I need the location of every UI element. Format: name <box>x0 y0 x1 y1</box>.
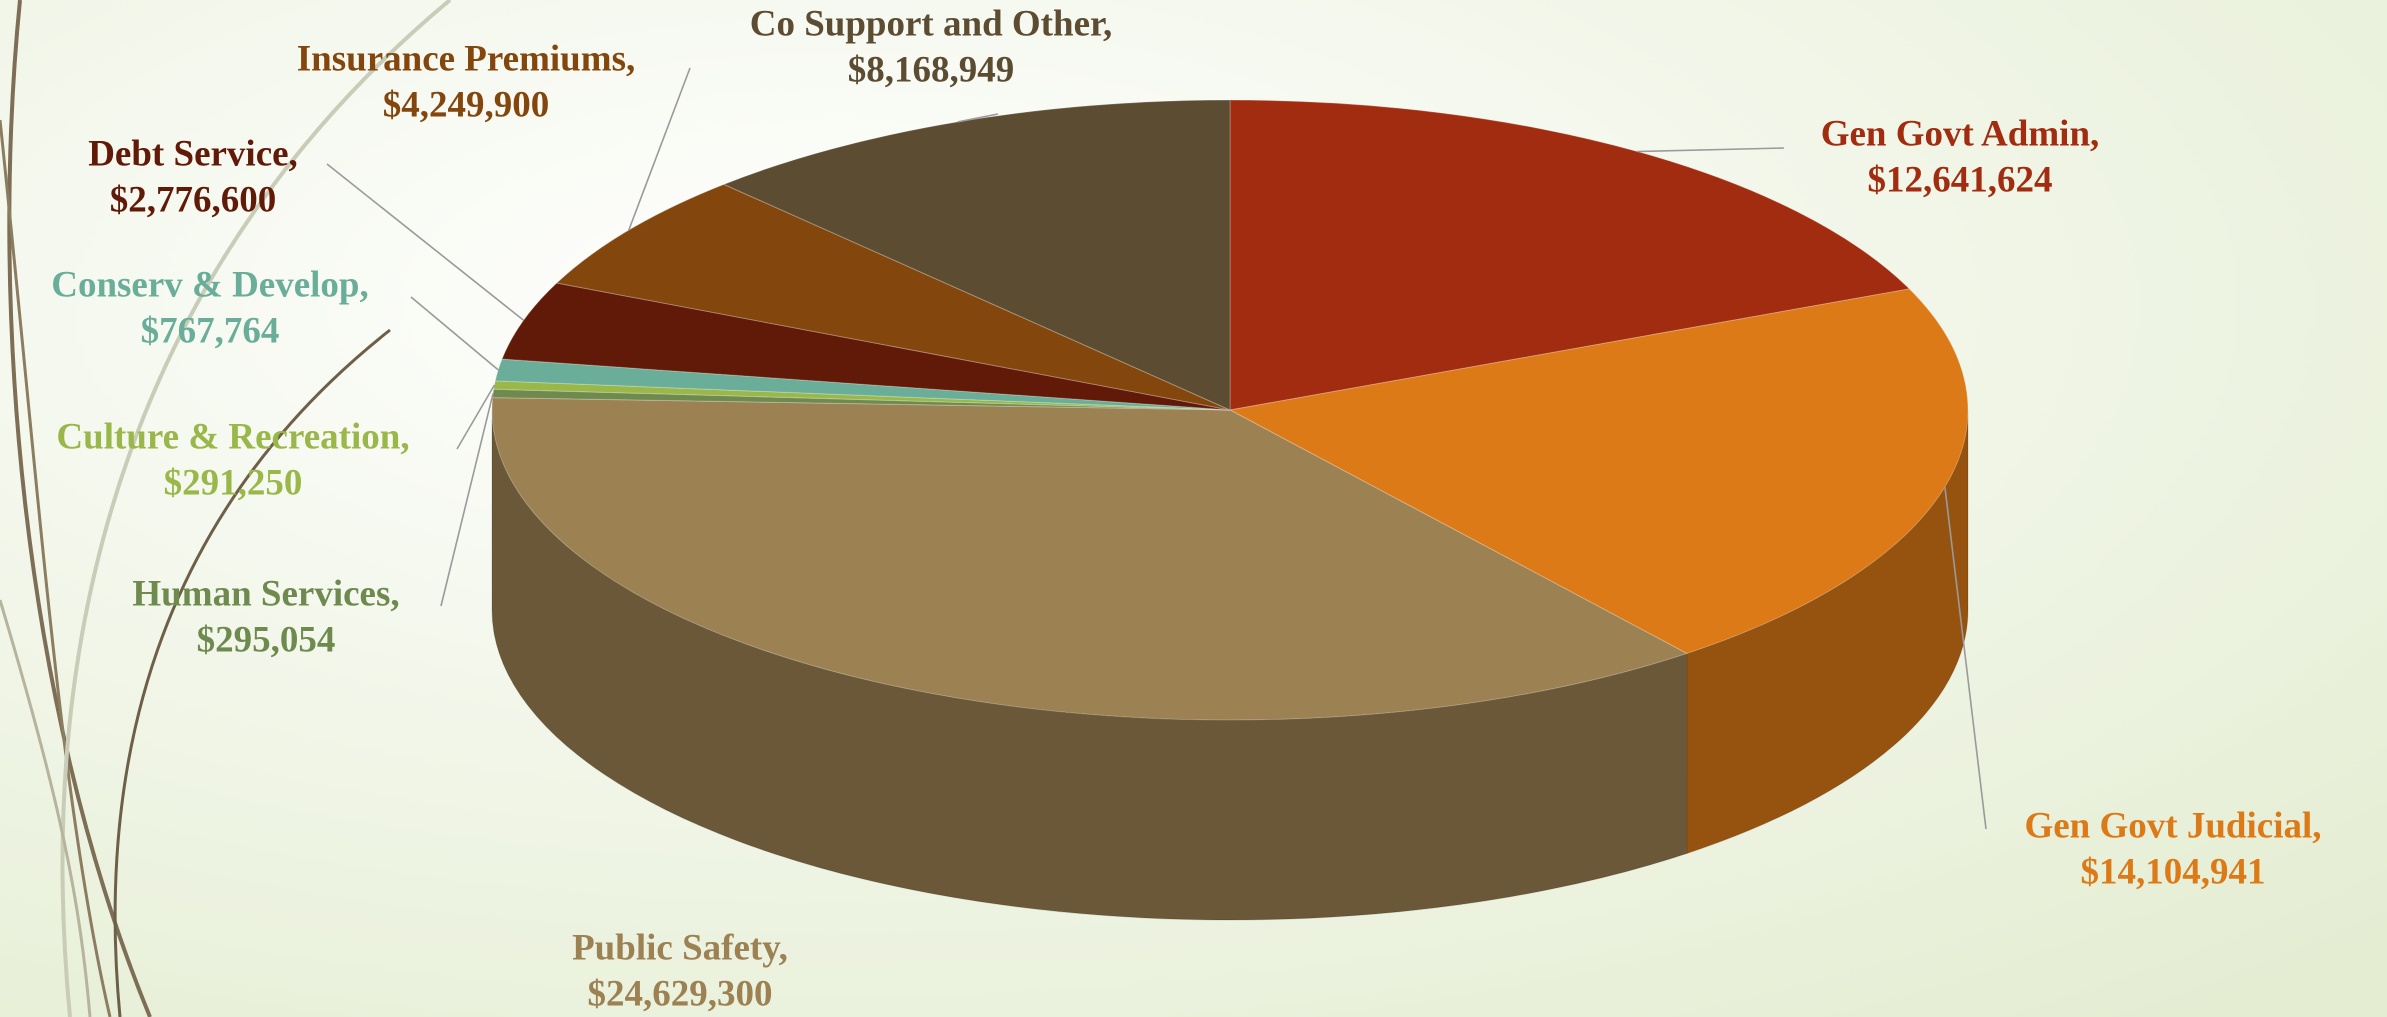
slice-label: Debt Service, <box>88 133 298 174</box>
leader-line <box>957 113 999 123</box>
slice-value-label: $14,104,941 <box>2081 851 2266 892</box>
slice-value-label: $2,776,600 <box>110 179 277 220</box>
decor-curves <box>0 0 452 1017</box>
leader-line <box>628 67 691 231</box>
slice-value-label: $291,250 <box>164 462 303 503</box>
slice-label: Gen Govt Admin, <box>1821 113 2100 154</box>
slice-label: Human Services, <box>132 573 399 614</box>
slice-label: Conserv & Develop, <box>51 264 369 305</box>
slice <box>491 397 1689 721</box>
leader-line <box>410 296 499 371</box>
leader-line <box>1637 147 1785 153</box>
slice <box>501 282 1231 411</box>
leader-line <box>440 393 494 607</box>
slice-value-label: $8,168,949 <box>848 49 1015 90</box>
slice-label: Public Safety, <box>572 927 788 968</box>
slice <box>1229 99 1911 411</box>
slice-label: Culture & Recreation, <box>56 416 409 457</box>
leader-line <box>456 384 496 450</box>
slice-label: Gen Govt Judicial, <box>2024 805 2321 846</box>
slice-value-label: $24,629,300 <box>588 973 773 1014</box>
labels: Gen Govt Admin, $12,641,624 Gen Govt Judic… <box>51 3 2321 1014</box>
leader-line <box>326 163 525 321</box>
slice-value-label: $767,764 <box>141 310 280 351</box>
slice-label: Co Support and Other, <box>750 3 1113 44</box>
slice-value-label: $295,054 <box>197 619 336 660</box>
slice-value-label: $12,641,624 <box>1868 159 2053 200</box>
slice-label: Insurance Premiums, <box>297 38 635 79</box>
slice <box>1228 288 1969 655</box>
pie-tops <box>491 99 1969 721</box>
slice-value-label: $4,249,900 <box>383 84 550 125</box>
leader-line <box>1944 486 1987 830</box>
